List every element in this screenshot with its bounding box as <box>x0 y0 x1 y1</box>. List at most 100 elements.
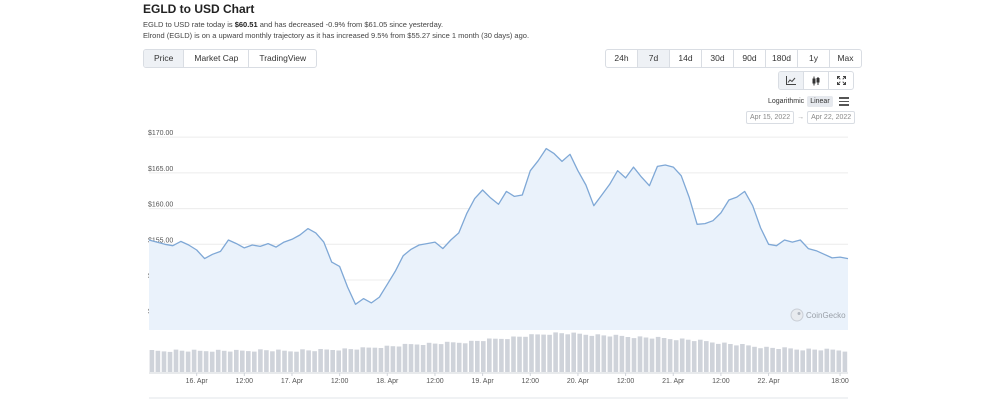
volume-bar <box>264 350 269 372</box>
volume-bar <box>776 349 781 372</box>
range-180d[interactable]: 180d <box>766 50 798 67</box>
x-tick-label: 12:00 <box>712 378 730 385</box>
volume-bar <box>167 351 173 372</box>
line-chart-button[interactable] <box>779 72 804 89</box>
volume-bar <box>511 336 516 372</box>
x-tick-label: 17. Apr <box>281 378 304 385</box>
volume-bar <box>444 341 450 372</box>
volume-bar <box>553 332 558 372</box>
range-14d[interactable]: 14d <box>670 50 702 67</box>
volume-bar <box>155 350 161 372</box>
volume-bar <box>475 340 480 372</box>
volume-bar <box>462 343 468 372</box>
volume-bar <box>710 342 715 372</box>
volume-bar <box>234 349 239 372</box>
range-30d[interactable]: 30d <box>702 50 734 67</box>
volume-bar <box>354 349 360 372</box>
volume-bar <box>438 344 444 372</box>
volume-bar <box>324 349 329 372</box>
date-to-input[interactable]: Apr 22, 2022 <box>807 111 856 124</box>
volume-bar <box>824 348 830 372</box>
volume-bar <box>655 336 661 372</box>
price-line <box>148 147 849 305</box>
volume-bar <box>601 335 607 372</box>
price-area <box>149 148 848 330</box>
volume-bar <box>408 344 414 372</box>
volume-bar <box>318 349 323 372</box>
volume-bar <box>191 349 197 372</box>
volume-bar <box>276 349 281 372</box>
volume-bar <box>270 351 275 372</box>
volume-bar <box>258 349 263 372</box>
range-1y[interactable]: 1y <box>798 50 830 67</box>
volume-bar <box>559 333 564 372</box>
volume-bar <box>240 350 245 372</box>
volume-bar <box>818 350 824 372</box>
volume-bar <box>336 350 341 372</box>
range-max[interactable]: Max <box>837 53 854 63</box>
volume-bar <box>704 341 709 372</box>
coingecko-logo-icon <box>790 308 804 322</box>
volume-bar <box>758 348 763 372</box>
volume-bar <box>493 338 498 372</box>
y-tick-label: $160.00 <box>148 202 173 209</box>
page-title: EGLD to USD Chart <box>143 2 255 16</box>
fullscreen-button[interactable] <box>829 72 853 89</box>
range-90d[interactable]: 90d <box>734 50 766 67</box>
volume-bar <box>716 343 721 372</box>
volume-bar <box>282 350 287 372</box>
range-24h[interactable]: 24h <box>606 50 638 67</box>
tab-market-cap[interactable]: Market Cap <box>184 50 250 67</box>
volume-bar <box>179 350 185 372</box>
volume-bar <box>215 349 221 372</box>
scale-linear[interactable]: Linear <box>807 96 833 107</box>
coingecko-logo-eye <box>797 312 801 315</box>
volume-bar <box>613 334 619 372</box>
volume-bar <box>529 334 534 372</box>
volume-bar <box>469 340 474 372</box>
volume-bar <box>499 338 504 372</box>
volume-bar <box>414 344 420 372</box>
volume-bar <box>806 348 811 372</box>
tab-tradingview[interactable]: TradingView <box>259 53 307 63</box>
volume-bar <box>619 335 625 372</box>
volume-bar <box>691 341 697 372</box>
x-tick-label: 22. Apr <box>757 378 780 385</box>
volume-bar <box>342 348 347 372</box>
scale-logarithmic[interactable]: Logarithmic <box>768 98 805 105</box>
volume-bar <box>450 342 456 372</box>
line-chart-icon <box>786 76 796 85</box>
volume-bar <box>402 343 408 372</box>
x-tick-label: 12:00 <box>236 378 254 385</box>
volume-bar <box>577 333 582 372</box>
candlestick-button[interactable] <box>804 72 829 89</box>
volume-bar <box>752 346 757 372</box>
y-tick-label: $165.00 <box>148 166 173 173</box>
volume-bar <box>740 344 745 372</box>
range-7d[interactable]: 7d <box>638 50 670 67</box>
volume-bar <box>842 351 848 372</box>
volume-bar <box>571 332 576 372</box>
volume-bar <box>734 345 739 372</box>
rate-summary-post: and has decreased -0.9% from $61.05 sinc… <box>257 20 444 29</box>
hamburger-menu-icon[interactable] <box>838 97 849 106</box>
tab-price[interactable]: Price <box>144 50 185 67</box>
x-tick-label: 12:00 <box>331 378 349 385</box>
volume-bar <box>565 334 570 372</box>
volume-bar <box>625 337 631 372</box>
volume-bar <box>372 347 378 372</box>
volume-bar <box>312 351 317 372</box>
volume-bar <box>788 348 793 372</box>
coingecko-watermark: CoinGecko <box>790 308 846 322</box>
volume-bar <box>456 342 462 372</box>
date-from-input[interactable]: Apr 15, 2022 <box>746 111 795 124</box>
volume-bar <box>288 351 293 372</box>
fullscreen-icon <box>836 76 846 85</box>
volume-bar <box>746 345 751 372</box>
volume-bar <box>728 344 733 372</box>
current-price: $60.51 <box>234 20 258 29</box>
volume-bar <box>770 347 775 372</box>
volume-bar <box>360 347 366 372</box>
volume-bar <box>661 338 667 372</box>
